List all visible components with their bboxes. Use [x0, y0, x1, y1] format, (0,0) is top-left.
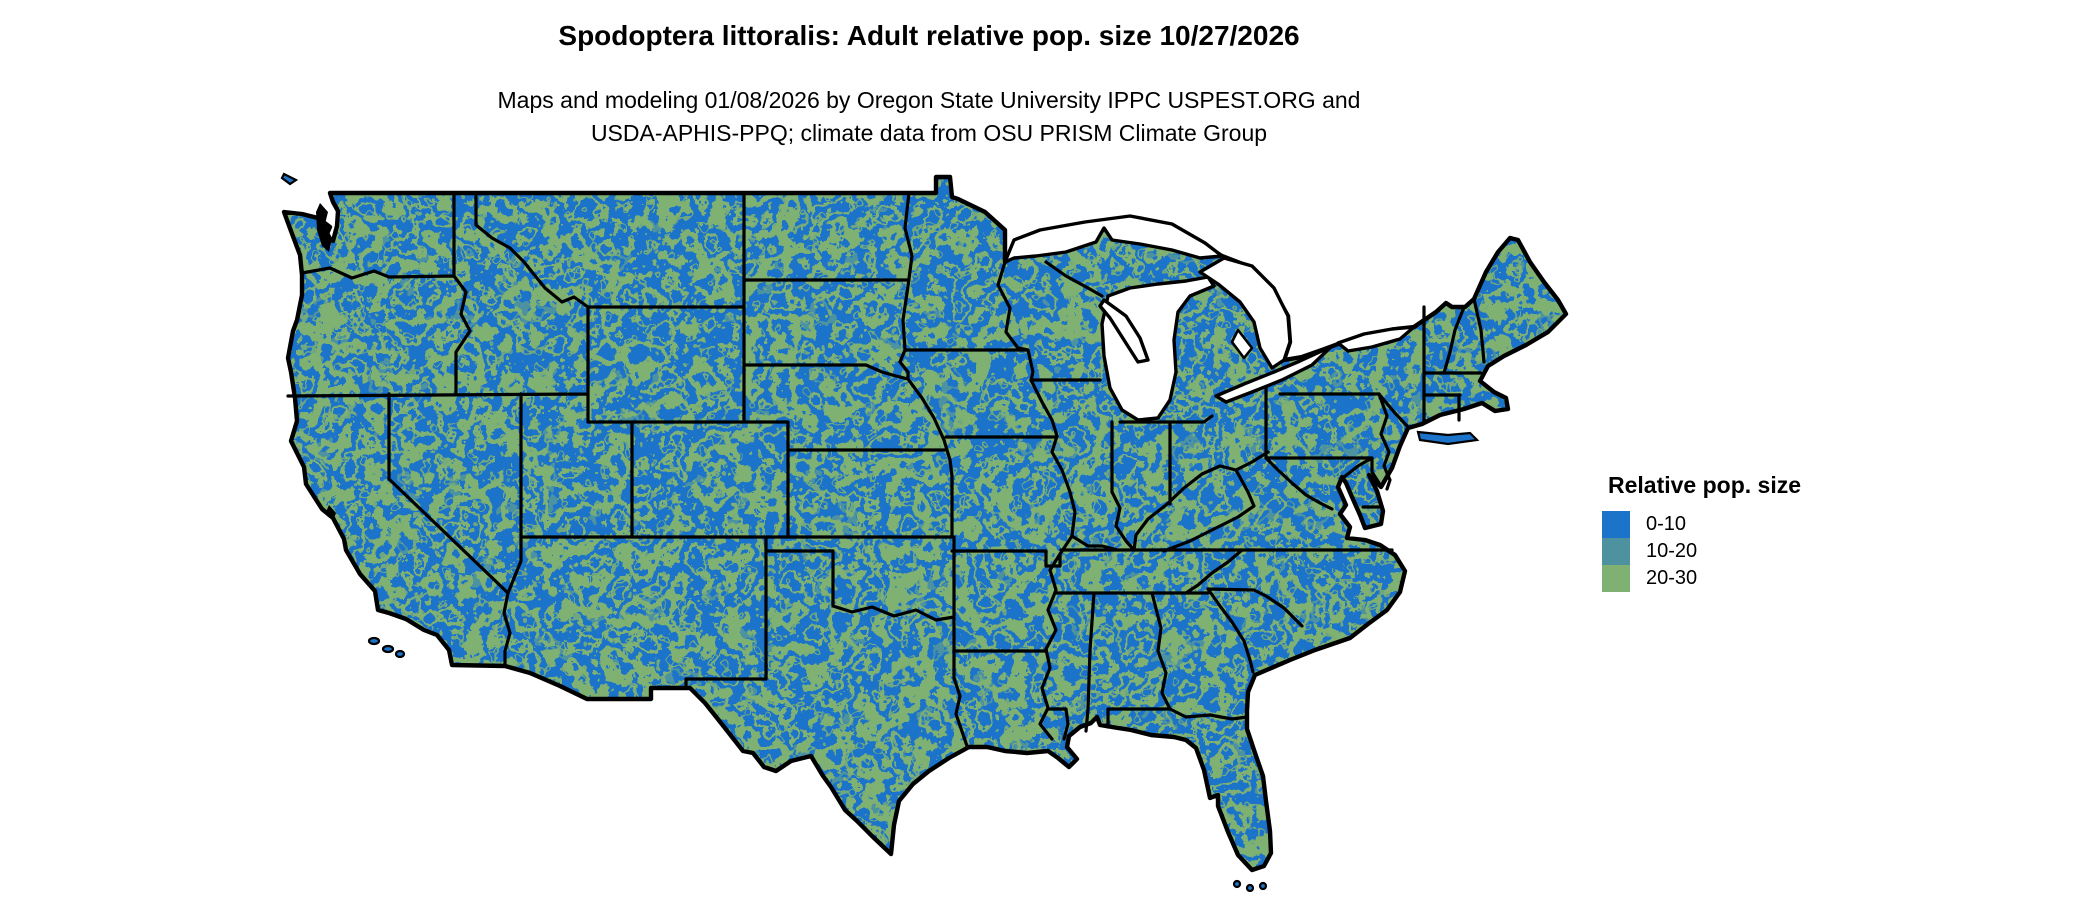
- florida-key: [1232, 879, 1242, 889]
- legend-item: 0-10: [1602, 511, 1801, 538]
- map-subtitle-line1: Maps and modeling 01/08/2026 by Oregon S…: [497, 87, 1361, 113]
- map-subtitle-line2: USDA-APHIS-PPQ; climate data from OSU PR…: [590, 120, 1268, 146]
- puget-sound: [316, 203, 332, 252]
- legend-swatch-0-10: [1602, 511, 1630, 538]
- lake-erie: [1214, 344, 1334, 404]
- map-subtitle: Maps and modeling 01/08/2026 by Oregon S…: [0, 84, 1858, 150]
- legend-swatch-10-20: [1602, 538, 1630, 565]
- florida-key: [1245, 883, 1255, 893]
- lake-michigan: [1100, 275, 1216, 422]
- legend-label: 0-10: [1646, 513, 1687, 535]
- legend-title: Relative pop. size: [1608, 472, 1802, 498]
- inland-water-marks: [316, 203, 336, 521]
- legend-label: 20-30: [1646, 567, 1698, 589]
- state-borders: [286, 191, 1486, 748]
- great-lakes: [1003, 214, 1416, 422]
- legend-swatch-20-30: [1602, 565, 1630, 592]
- legend: Relative pop. size 0-10 10-20 20-30: [1602, 472, 1801, 592]
- legend-item: 10-20: [1602, 538, 1801, 565]
- lake-huron: [1198, 256, 1292, 370]
- lake-ontario: [1336, 325, 1416, 353]
- us-map-svg: [280, 172, 1578, 893]
- us-map: [278, 160, 1578, 893]
- san-francisco-bay: [326, 505, 336, 521]
- saginaw-bay: [1230, 328, 1254, 360]
- channel-island: [394, 649, 406, 659]
- population-texture: [284, 177, 1566, 870]
- channel-island: [381, 644, 395, 654]
- map-title: Spodoptera littoralis: Adult relative po…: [558, 20, 1300, 51]
- lake-superior: [1003, 214, 1224, 264]
- channel-island: [367, 636, 381, 646]
- vancouver-island-tip: [280, 172, 299, 186]
- green-bay: [1098, 298, 1150, 364]
- legend-label: 10-20: [1646, 540, 1698, 562]
- legend-item: 20-30: [1602, 565, 1801, 592]
- florida-key: [1258, 881, 1268, 891]
- coastal-islands: [280, 172, 1480, 893]
- long-island: [1416, 430, 1480, 446]
- legend-rows: 0-10 10-20 20-30: [1602, 511, 1801, 592]
